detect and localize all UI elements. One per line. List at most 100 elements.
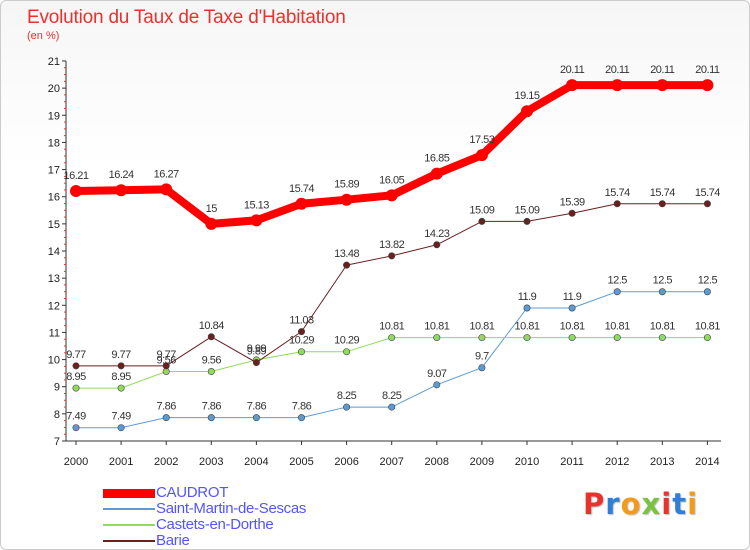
data-label: 9.77 — [156, 349, 176, 361]
legend-swatch — [103, 488, 155, 498]
y-tick-label: 19 — [48, 110, 60, 122]
data-point — [162, 362, 170, 370]
data-point — [385, 189, 398, 202]
logo-letter: r — [605, 487, 621, 521]
x-tick-label: 2007 — [379, 456, 403, 468]
y-tick-label: 7 — [54, 436, 60, 448]
x-tick-label: 2014 — [695, 456, 719, 468]
x-tick-label: 2004 — [244, 456, 268, 468]
data-label: 16.85 — [424, 153, 449, 165]
logo-letter: i — [661, 487, 673, 521]
data-label: 16.27 — [154, 168, 179, 180]
y-tick-label: 8 — [54, 409, 60, 421]
y-tick-label: 16 — [48, 192, 60, 204]
data-label: 15.89 — [334, 179, 359, 191]
data-label: 7.86 — [292, 401, 312, 413]
data-point — [613, 288, 621, 296]
x-tick-label: 2006 — [334, 456, 358, 468]
logo-letter: i — [687, 487, 699, 521]
data-label: 17.53 — [469, 134, 494, 146]
chart-unit-label: (en %) — [27, 30, 60, 42]
data-label: 10.81 — [379, 321, 404, 333]
data-point — [297, 348, 305, 356]
data-label: 11.03 — [289, 315, 314, 327]
data-label: 10.81 — [514, 321, 539, 333]
data-point — [117, 384, 125, 392]
data-label: 7.86 — [156, 401, 176, 413]
x-tick-label: 2003 — [199, 456, 223, 468]
data-label: 16.05 — [379, 174, 404, 186]
data-point — [70, 185, 82, 198]
x-tick-label: 2005 — [289, 456, 313, 468]
y-tick-label: 13 — [48, 273, 60, 285]
y-tick-label: 11 — [49, 327, 60, 339]
data-label: 15 — [206, 203, 218, 215]
data-point — [568, 304, 576, 312]
data-point — [250, 214, 263, 227]
data-point — [658, 200, 666, 208]
data-point — [388, 334, 396, 342]
data-label: 10.29 — [334, 335, 359, 347]
data-point — [343, 403, 351, 411]
data-label: 10.81 — [695, 321, 720, 333]
data-label: 7.49 — [66, 411, 86, 423]
data-point — [613, 334, 621, 342]
data-label: 10.81 — [424, 321, 449, 333]
data-label: 9.07 — [427, 368, 447, 380]
logo-letter: P — [583, 487, 606, 521]
data-point — [207, 414, 215, 422]
data-label: 8.95 — [111, 371, 131, 383]
data-label: 9.77 — [66, 349, 86, 361]
logo-letter: x — [641, 487, 662, 521]
data-point — [72, 384, 80, 392]
x-tick-label: 2011 — [560, 456, 584, 468]
legend-label: CAUDROT — [156, 484, 229, 501]
data-point — [478, 334, 486, 342]
data-point — [703, 288, 711, 296]
data-point — [340, 193, 353, 206]
data-label: 11.9 — [563, 291, 582, 303]
logo-letter: o — [620, 487, 642, 521]
proxiti-logo: Proxiti — [583, 487, 698, 521]
x-tick-label: 2001 — [109, 456, 133, 468]
data-label: 12.5 — [653, 275, 673, 287]
data-label: 10.81 — [605, 321, 630, 333]
data-point — [523, 334, 531, 342]
data-label: 9.56 — [156, 355, 176, 367]
data-point — [160, 183, 173, 196]
data-label: 20.11 — [560, 64, 585, 76]
data-label: 20.11 — [695, 64, 720, 76]
y-tick-label: 14 — [48, 246, 60, 258]
legend-swatch — [103, 540, 155, 542]
data-label: 12.5 — [698, 275, 718, 287]
data-label: 10.29 — [289, 335, 314, 347]
data-label: 13.48 — [334, 248, 359, 260]
data-point — [658, 288, 666, 296]
data-point — [703, 200, 711, 208]
data-label: 16.24 — [109, 169, 134, 181]
data-label: 15.74 — [605, 187, 630, 199]
data-point — [297, 328, 305, 336]
data-label: 13.82 — [379, 239, 404, 251]
data-point — [207, 333, 215, 341]
data-point — [566, 79, 579, 92]
data-point — [252, 414, 260, 422]
data-point — [343, 348, 351, 356]
data-point — [703, 334, 711, 342]
data-label: 16.21 — [63, 170, 88, 182]
data-label: 15.39 — [560, 196, 585, 208]
y-tick-label: 18 — [48, 137, 60, 149]
data-label: 9.56 — [202, 355, 222, 367]
data-point — [568, 334, 576, 342]
legend-label: Barie — [156, 532, 190, 549]
data-point — [430, 167, 443, 180]
logo-letter: t — [672, 487, 688, 521]
data-point — [295, 197, 308, 210]
data-point — [162, 414, 170, 422]
data-label: 14.23 — [424, 228, 449, 240]
data-point — [701, 79, 714, 92]
x-tick-label: 2010 — [515, 456, 539, 468]
data-point — [656, 79, 669, 92]
series-line-caudrot — [72, 81, 712, 228]
